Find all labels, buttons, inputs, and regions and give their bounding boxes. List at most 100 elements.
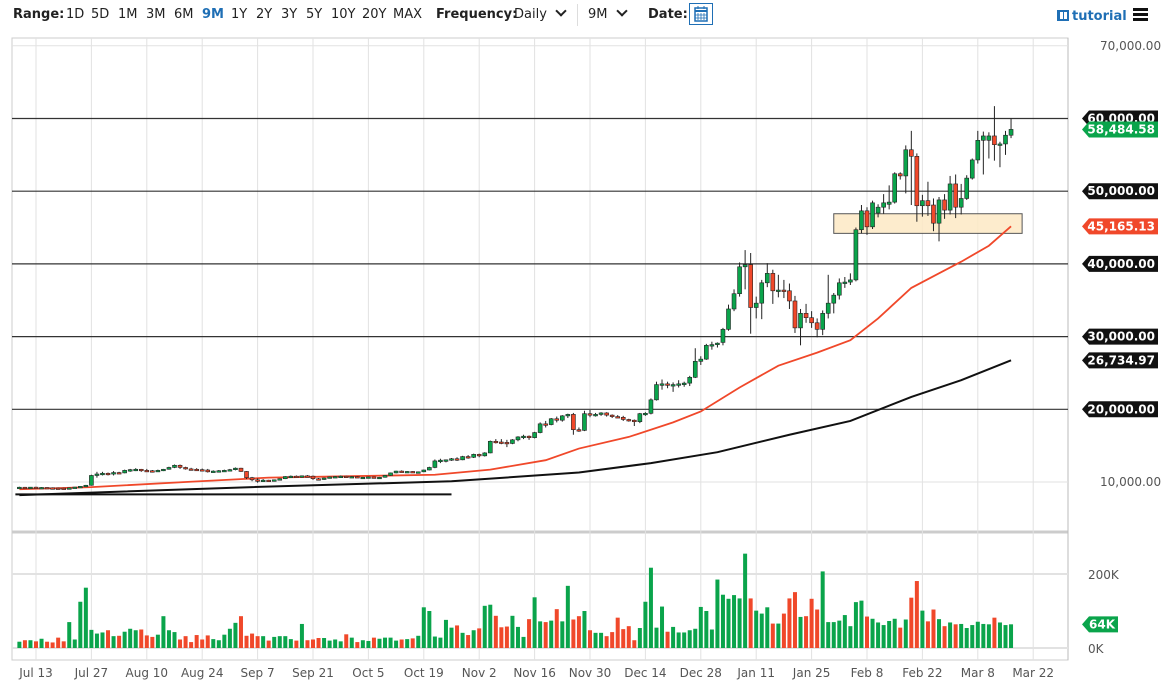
volume-last-tag (1082, 616, 1118, 633)
price-level-label: 30,000.00 (1087, 330, 1155, 344)
volume-bar (117, 635, 122, 648)
candle-body (105, 472, 111, 476)
volume-bar (443, 619, 448, 648)
volume-bar (67, 622, 72, 648)
candle-body (670, 384, 676, 387)
volume-bar (100, 632, 105, 648)
candle-body (582, 413, 587, 431)
range-label: Range: (13, 7, 65, 22)
candle-body (620, 416, 626, 420)
candle-body (155, 470, 161, 473)
volume-tick-label: 0K (1088, 642, 1105, 656)
volume-bar (842, 615, 847, 648)
volume-bar (288, 639, 293, 648)
range-1m[interactable]: 1M (118, 7, 138, 22)
volume-bar (194, 635, 199, 648)
range-6m[interactable]: 6M (174, 7, 194, 22)
candle-body (604, 412, 609, 416)
candle-body (199, 469, 205, 472)
range-3m[interactable]: 3M (146, 7, 166, 22)
price-level-label: 50,000.00 (1087, 184, 1155, 198)
candle-body (188, 468, 194, 471)
volume-bar (698, 606, 703, 648)
volume-bar (776, 623, 781, 648)
candle-body (222, 470, 227, 473)
volume-bar (538, 621, 543, 648)
candle-body (587, 413, 593, 416)
candle-body (859, 210, 864, 231)
candle-body (22, 486, 28, 490)
x-tick-label: Nov 16 (513, 666, 556, 680)
candle-body (471, 454, 476, 458)
candle-body (327, 476, 332, 479)
range-5y[interactable]: 5Y (306, 7, 323, 22)
range-2y[interactable]: 2Y (256, 7, 273, 22)
volume-bar (205, 635, 210, 648)
candle-body (820, 313, 825, 330)
candle-body (809, 317, 814, 324)
candle-body (227, 469, 233, 472)
date-label: Date: (648, 7, 688, 22)
candle-body (997, 143, 1003, 146)
candle-body (388, 472, 393, 476)
tutorial-link[interactable]: tutorial (1057, 9, 1127, 24)
toolbar: Range: 1D 5D 1M 3M 6M 9M 1Y 2Y 3Y 5Y 10Y 20Y MAX Fre… (0, 0, 1162, 32)
candle-body (1003, 134, 1008, 145)
volume-bar (189, 642, 194, 648)
tutorial-label: tutorial (1072, 9, 1127, 24)
candle-body (271, 479, 277, 482)
volume-bar (604, 636, 609, 648)
candle-body (975, 140, 981, 161)
x-tick-label: Jan 25 (792, 666, 831, 680)
price-last-label: 58,484.58 (1087, 123, 1155, 137)
volume-bar (798, 616, 803, 648)
candle-body (909, 149, 914, 157)
volume-bar (244, 635, 249, 648)
candle-body (748, 264, 753, 308)
candle-body (543, 423, 548, 426)
period-dropdown[interactable]: 9M (588, 5, 628, 22)
volume-bar (510, 615, 515, 648)
x-tick-label: Aug 24 (181, 666, 224, 680)
volume-bar (876, 622, 881, 648)
volume-bar (72, 639, 77, 648)
hamburger-menu-icon[interactable] (1133, 8, 1148, 21)
candle-body (532, 432, 537, 438)
calendar-button[interactable] (689, 3, 713, 25)
volume-bar (133, 630, 138, 648)
x-tick-label: Nov 2 (462, 666, 497, 680)
volume-bar (687, 630, 692, 648)
candle-body (698, 358, 704, 362)
volume-bar (294, 640, 299, 648)
volume-bar (626, 626, 631, 648)
range-5d[interactable]: 5D (91, 7, 110, 22)
volume-bar (671, 626, 676, 648)
price-level-label: 20,000.00 (1087, 402, 1155, 416)
candle-body (321, 477, 327, 480)
volume-bar (460, 632, 465, 648)
x-tick-label: Aug 10 (126, 666, 169, 680)
range-10y[interactable]: 10Y (331, 7, 356, 22)
range-20y[interactable]: 20Y (362, 7, 387, 22)
volume-bar (377, 638, 382, 648)
range-3y[interactable]: 3Y (281, 7, 298, 22)
candle-body (55, 487, 61, 490)
volume-bar (338, 641, 343, 648)
candle-body (94, 473, 100, 476)
range-9m[interactable]: 9M (202, 7, 224, 22)
candle-body (371, 476, 377, 479)
volume-bar (970, 625, 975, 648)
volume-bar (848, 626, 853, 648)
volume-bar (283, 636, 288, 648)
volume-bar (792, 592, 797, 648)
candle-body (172, 464, 177, 468)
x-tick-label: Mar 8 (961, 666, 995, 680)
volume-bar (554, 609, 559, 648)
range-max[interactable]: MAX (393, 7, 423, 22)
volume-bar (161, 616, 166, 648)
range-1d[interactable]: 1D (66, 7, 85, 22)
volume-bar (582, 611, 587, 648)
frequency-dropdown[interactable]: Daily (514, 5, 567, 22)
range-1y[interactable]: 1Y (231, 7, 248, 22)
